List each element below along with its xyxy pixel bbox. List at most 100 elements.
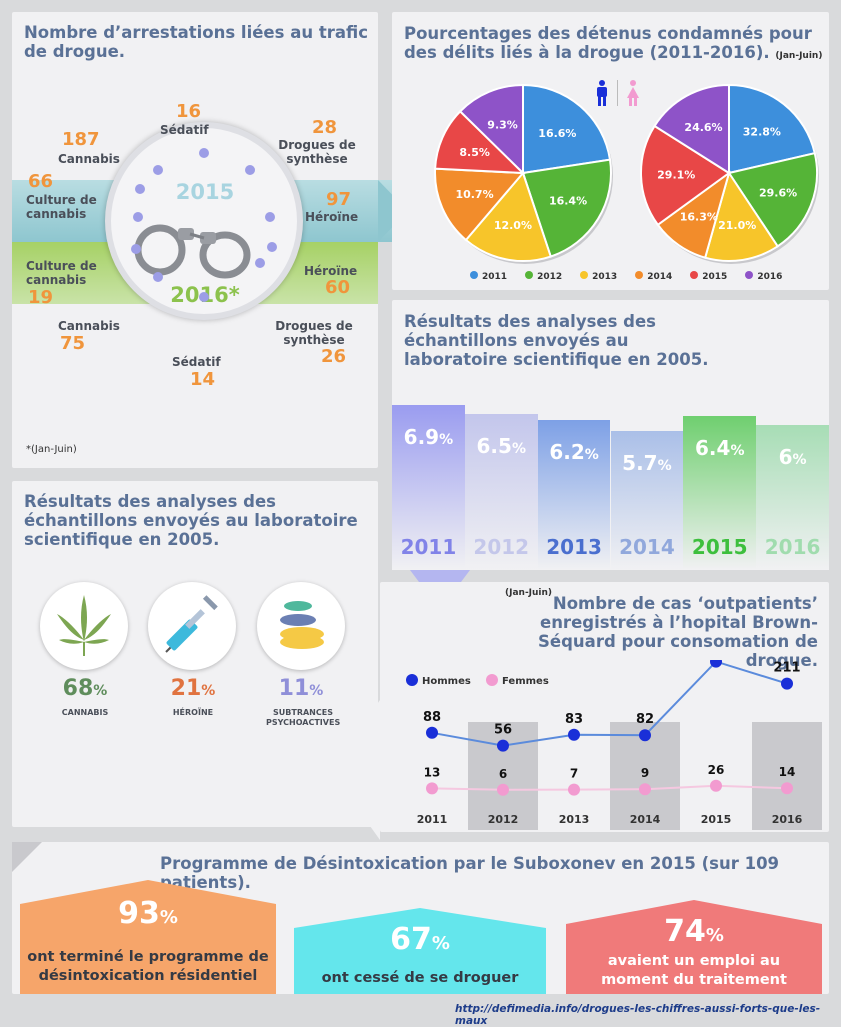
program-box-1 (20, 880, 276, 994)
pie-hommes-slice-2016 (458, 83, 524, 176)
lab-bar-2013 (537, 420, 611, 570)
line-point-Hommes-2015 (710, 660, 722, 668)
pie-legend-item-2014: 2014 (635, 271, 672, 282)
pie-legend-label-2015: 2015 (702, 272, 728, 282)
lab-bar-2015 (683, 416, 757, 570)
line-point-Hommes-2012 (497, 739, 509, 752)
line-point-Femmes-2016 (781, 782, 793, 795)
pie-legend-dot-2015 (690, 271, 699, 279)
samples-title: Résultats des analyses des échantillons … (24, 492, 358, 549)
sample-circle-psycho (257, 582, 345, 670)
lab-bars-title: Résultats des analyses des échantillons … (404, 312, 709, 369)
detenus-title-text: Pourcentages des détenus condamnés pour … (404, 24, 812, 62)
pie-hommes-slice-2011 (522, 83, 612, 175)
program-text-3: avaient un emploi au moment du traitemen… (601, 953, 787, 988)
arrests-synth-2016-label: Drogues de synthèse (275, 319, 353, 347)
pie-legend-dot-2013 (580, 271, 589, 279)
arrests-heroine-2016-value: 60 (325, 277, 351, 298)
lab-bar-2012 (464, 413, 538, 570)
pie-legend: 2011 2012 2013 2014 2015 2016 (470, 264, 820, 282)
program-pct-3: 74% (664, 914, 724, 949)
pie-hommes-slice-2015 (434, 109, 526, 175)
line-value-Femmes-2014: 9 (641, 766, 649, 780)
ring-dots (131, 148, 277, 302)
line-value-Hommes-2012: 56 (494, 723, 512, 738)
program-box-3 (566, 900, 822, 994)
line-point-Hommes-2016 (781, 677, 793, 690)
line-value-Femmes-2012: 6 (499, 767, 507, 781)
pills-icon (280, 601, 324, 649)
pie-femmes-label-2011: 32.8% (743, 126, 781, 139)
lab-bar-2011 (392, 405, 465, 570)
sample-psycho-pct: 11% (278, 676, 324, 701)
sample-psycho-label: SUBTRANCES PSYCHOACTIVES (266, 708, 341, 727)
lab-bar-year-2016: 2016 (764, 535, 821, 559)
arrests-footnote: *(Jan-Juin) (26, 444, 77, 455)
program-text-2: ont cessé de se droguer (321, 970, 519, 986)
lab-bar-year-2012: 2012 (473, 535, 530, 559)
line-value-Femmes-2015: 26 (708, 763, 725, 777)
lab-bar-value-2011: 6.9% (403, 425, 454, 450)
pie-femmes-label-2013: 21.0% (718, 219, 756, 232)
arrests-synth-2015-value: 28 (312, 117, 338, 138)
handcuffs-icon (134, 224, 251, 279)
pie-hommes-label-2012: 16.4% (549, 195, 587, 208)
line-xlabel-2011: 2011 (417, 813, 448, 826)
pie-femmes-slice-2011 (728, 83, 816, 175)
line-xlabel-2012: 2012 (488, 813, 519, 826)
line-legend-dot-Femmes (486, 674, 498, 686)
pie-hommes-label-2016: 9.3% (487, 118, 518, 131)
syringe-icon (165, 595, 218, 653)
pie-femmes-slice-2012 (727, 151, 818, 248)
arrests-sedatif-2016-label: Sédatif (172, 355, 221, 369)
footer-source[interactable]: http://defimedia.info/drogues-les-chiffr… (455, 1003, 821, 1027)
gender-divider (617, 80, 618, 106)
pie-femmes-label-2015: 29.1% (657, 169, 695, 182)
lab-bar-year-2013: 2013 (546, 535, 602, 559)
pie-legend-dot-2016 (745, 271, 754, 279)
arrests-cannabis-2016-label: Cannabis (58, 319, 120, 333)
sample-cannabis-pct: 68% (62, 676, 108, 701)
arrests-heroine-2015-value: 97 (326, 189, 352, 210)
arrests-culture-2015-label: Culture de cannabis (26, 193, 97, 221)
sample-heroine-label: HÉROÏNE (172, 708, 214, 717)
pie-hommes-label-2011: 16.6% (538, 127, 576, 140)
lab-bar-year-2011: 2011 (400, 535, 457, 559)
detenus-title-note: (Jan-Juin) (775, 51, 823, 61)
arrests-culture-2015-value: 66 (28, 171, 54, 192)
lab-bar-chart: 6.9% 2011 6.5% 2012 6.2% 2013 5.7% 2014 6.4% 2015… (392, 380, 829, 570)
pie-legend-item-2012: 2012 (525, 271, 562, 282)
pie-hommes-slice-2014 (434, 167, 526, 242)
pie-femmes-label-2012: 29.6% (759, 187, 797, 200)
detenus-title: Pourcentages des détenus condamnés pour … (404, 24, 824, 66)
line-xlabel-2016: 2016 (772, 813, 803, 826)
line-value-Hommes-2013: 83 (565, 712, 583, 727)
pie-legend-dot-2014 (635, 271, 644, 279)
pie-legend-label-2014: 2014 (647, 272, 673, 282)
line-point-Femmes-2012 (497, 783, 509, 796)
line-legend-Hommes: Hommes (422, 676, 471, 687)
pie-legend-label-2013: 2013 (592, 272, 618, 282)
outpatients-line-chart: 2011 2012 2013 2014 2015 2016 Hommes Femmes 88 56… (406, 660, 822, 830)
lab-bar-year-2014: 2014 (619, 535, 675, 559)
line-point-Femmes-2015 (710, 779, 722, 792)
line-point-Hommes-2014 (639, 729, 651, 742)
female-icon (627, 80, 639, 106)
program-arrow (12, 842, 72, 872)
line-value-Hommes-2011: 88 (423, 710, 441, 725)
line-value-Hommes-2014: 82 (636, 712, 654, 727)
lab-bar-value-2015: 6.4% (695, 436, 745, 461)
line-value-Femmes-2016: 14 (779, 765, 796, 779)
arrests-culture-2016-value: 19 (28, 287, 54, 308)
lab-bar-2014 (610, 431, 684, 570)
program-box-2 (294, 908, 546, 994)
pie-hommes-label-2013: 12.0% (494, 219, 532, 232)
male-icon (597, 80, 607, 106)
pie-femmes-label-2014: 16.3% (680, 210, 718, 223)
pie-legend-label-2011: 2011 (482, 272, 508, 282)
pie-hommes-label-2015: 8.5% (459, 146, 490, 159)
pie-femmes-slice-2016 (653, 83, 730, 175)
lab-bar-value-2012: 6.5% (476, 433, 526, 458)
pie-legend-item-2016: 2016 (745, 271, 782, 282)
line-band-2016 (752, 722, 822, 830)
